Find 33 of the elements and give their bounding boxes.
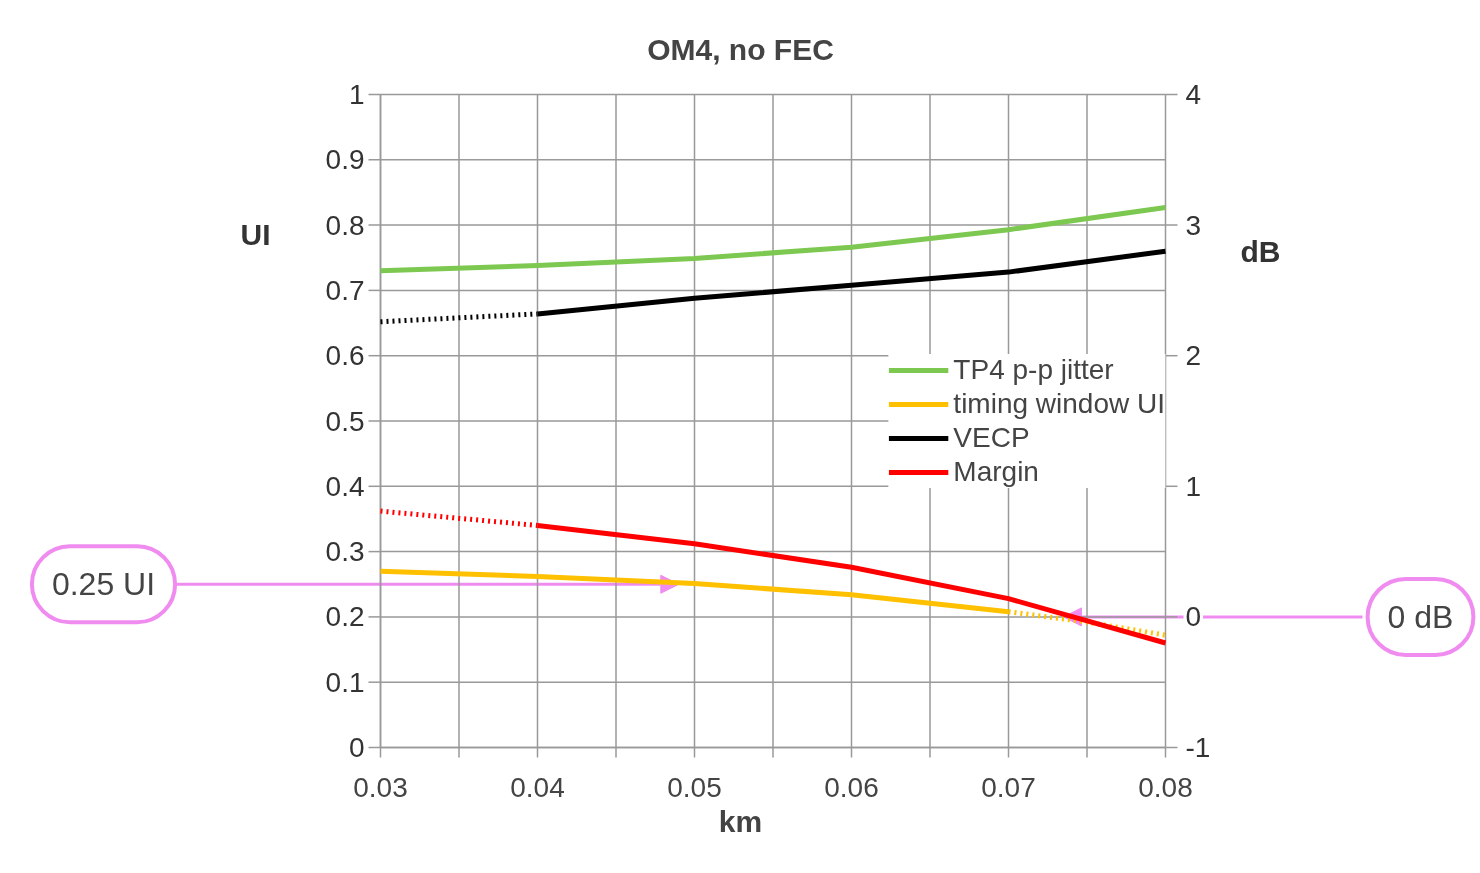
legend-label: timing window UI: [953, 387, 1165, 420]
y-axis-title: UI: [240, 217, 271, 251]
legend-label: VECP: [953, 421, 1030, 454]
y-tick-label: 0.4: [325, 470, 365, 502]
x-tick-label: 0.03: [353, 771, 408, 803]
annotation: 0 dB: [1387, 598, 1454, 635]
y-tick-label: 0.2: [325, 601, 365, 633]
y-tick-label: 0.6: [325, 340, 365, 372]
y-tick-label: 1: [348, 79, 365, 110]
y2-tick-label: 3: [1185, 209, 1202, 241]
y2-tick-label: 0: [1185, 601, 1202, 633]
x-tick-label: 0.06: [824, 771, 879, 803]
annotation: 0.25 UI: [51, 566, 156, 603]
y2-tick-label: 4: [1185, 79, 1202, 110]
y-tick-label: 0.3: [325, 536, 365, 568]
x-axis-title: km: [718, 804, 763, 838]
y-tick-label: 0.9: [325, 144, 365, 176]
y2-tick-label: 1: [1185, 470, 1202, 502]
x-tick-label: 0.08: [1138, 771, 1193, 803]
y-tick-label: 0.1: [325, 666, 365, 698]
chart-title: OM4, no FEC: [647, 32, 834, 66]
y2-tick-label: 2: [1185, 340, 1202, 372]
y2-tick-label: -1: [1185, 732, 1211, 763]
y2-axis-title: dB: [1240, 234, 1281, 268]
y-tick-label: 0.5: [325, 405, 365, 437]
x-tick-label: 0.07: [981, 771, 1036, 803]
legend-label: TP4 p-p jitter: [953, 353, 1114, 386]
x-tick-label: 0.04: [510, 771, 565, 803]
legend-label: Margin: [953, 455, 1039, 488]
y-tick-label: 0.7: [325, 274, 365, 306]
y-tick-label: 0.8: [325, 209, 365, 241]
y-tick-label: 0: [348, 732, 365, 763]
x-tick-label: 0.05: [667, 771, 722, 803]
